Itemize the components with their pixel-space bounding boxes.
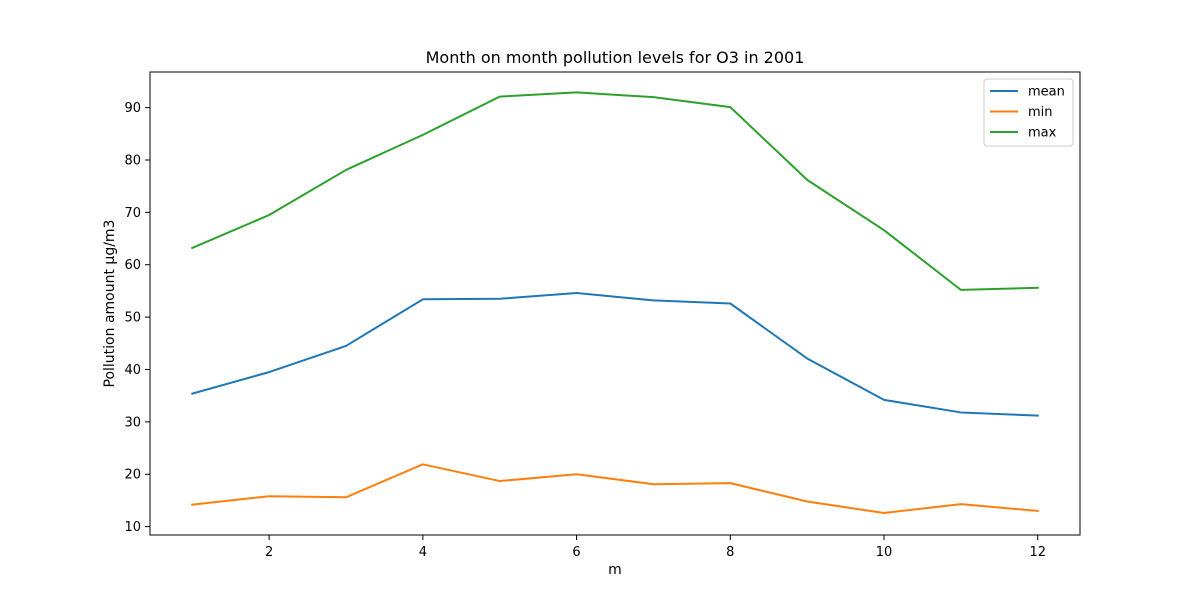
x-axis-label: m [608,562,622,578]
plot-frame [149,71,1081,536]
legend: mean min max [983,78,1074,147]
y-tick-label: 60 [124,258,141,273]
x-tick-label: 2 [265,545,273,560]
x-tick-label: 4 [419,545,427,560]
legend-label-max: max [1028,126,1057,141]
series-line-mean [191,292,1039,417]
series-line-min [191,463,1039,514]
x-tick-label: 10 [876,545,893,560]
y-tick-label: 30 [124,415,141,430]
legend-label-min: min [1028,105,1053,120]
x-axis: 2 4 6 8 10 12 [265,535,1046,560]
legend-label-mean: mean [1028,85,1065,100]
y-axis: 10 20 30 40 50 60 70 80 90 [124,101,150,535]
x-tick-label: 6 [572,545,580,560]
series-layer [190,91,1039,514]
y-tick-label: 20 [124,468,141,483]
y-tick-label: 90 [124,101,141,116]
x-tick-label: 12 [1029,545,1046,560]
x-tick-label: 8 [726,545,734,560]
y-tick-label: 80 [124,153,141,168]
y-tick-label: 40 [124,363,141,378]
y-axis-label: Pollution amount µg/m3 [102,220,118,388]
y-tick-label: 70 [124,206,141,221]
chart-title: Month on month pollution levels for O3 i… [426,48,805,67]
y-tick-label: 10 [124,520,141,535]
plot-area [149,71,1081,536]
legend-box [983,78,1074,147]
legend-items: mean min max [990,85,1065,141]
series-line-max [190,91,1039,291]
y-tick-label: 50 [124,311,141,326]
